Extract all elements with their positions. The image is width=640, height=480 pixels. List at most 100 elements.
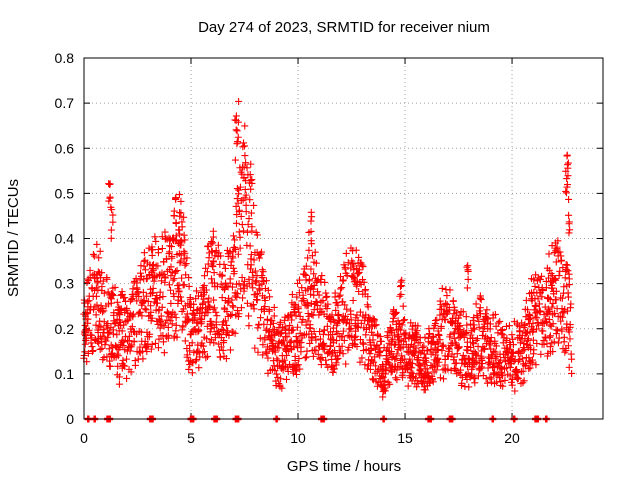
data-point <box>100 354 108 362</box>
data-point <box>316 328 324 336</box>
data-point <box>419 379 427 387</box>
data-point <box>552 258 560 266</box>
data-point <box>208 248 216 256</box>
data-point <box>389 318 397 326</box>
data-point <box>83 309 91 317</box>
data-point <box>253 277 261 285</box>
data-point <box>176 241 184 249</box>
data-point <box>211 304 219 312</box>
data-point <box>259 351 267 359</box>
data-point <box>243 164 251 172</box>
data-point <box>481 345 489 353</box>
data-point <box>148 265 156 273</box>
data-point <box>491 348 499 356</box>
data-point <box>236 183 244 191</box>
data-point <box>352 246 360 254</box>
data-point <box>552 287 560 295</box>
data-point <box>84 349 92 357</box>
data-point <box>255 254 263 262</box>
data-point <box>309 285 317 293</box>
data-point <box>519 367 527 375</box>
data-point <box>229 264 237 272</box>
data-point <box>127 343 135 351</box>
data-point <box>212 321 220 329</box>
data-point <box>290 343 298 351</box>
data-point <box>361 361 369 369</box>
data-point <box>397 363 405 371</box>
data-point <box>477 296 485 304</box>
data-point <box>207 238 215 246</box>
data-point <box>265 327 273 335</box>
data-point <box>222 355 230 363</box>
data-point <box>238 274 246 282</box>
data-point <box>323 292 331 300</box>
data-point <box>106 194 114 202</box>
data-point <box>482 314 490 322</box>
data-point <box>387 325 395 333</box>
data-point <box>93 337 101 345</box>
data-point <box>250 305 258 313</box>
data-point <box>313 302 321 310</box>
data-point <box>184 315 192 323</box>
data-point <box>336 348 344 356</box>
data-point <box>311 248 319 256</box>
data-point <box>565 281 573 289</box>
data-point <box>420 383 428 391</box>
data-point <box>503 334 511 342</box>
data-point <box>435 358 443 366</box>
data-point <box>477 363 485 371</box>
data-point <box>202 286 210 294</box>
data-point <box>565 211 573 219</box>
data-point <box>281 313 289 321</box>
data-point <box>463 284 471 292</box>
data-point <box>106 328 114 336</box>
data-point <box>92 292 100 300</box>
data-point <box>470 375 478 383</box>
data-point <box>104 288 112 296</box>
data-point <box>261 297 269 305</box>
data-point <box>221 264 229 272</box>
data-point <box>388 348 396 356</box>
data-point <box>566 335 574 343</box>
data-point <box>406 355 414 363</box>
data-point <box>307 227 315 235</box>
data-point <box>568 369 576 377</box>
data-point <box>323 305 331 313</box>
data-point <box>363 365 371 373</box>
data-point <box>96 345 104 353</box>
data-point <box>252 290 260 298</box>
data-point <box>239 281 247 289</box>
data-point <box>313 277 321 285</box>
data-point <box>242 159 250 167</box>
data-point <box>278 329 286 337</box>
data-point <box>557 317 565 325</box>
data-point <box>249 284 257 292</box>
data-point <box>93 301 101 309</box>
data-point <box>307 217 315 225</box>
data-point <box>473 351 481 359</box>
data-point <box>545 316 553 324</box>
data-point <box>413 327 421 335</box>
data-point <box>563 151 571 159</box>
data-point <box>511 387 519 395</box>
data-point <box>396 292 404 300</box>
data-point <box>339 327 347 335</box>
data-point <box>205 302 213 310</box>
data-point <box>384 355 392 363</box>
y-tick-label: 0.7 <box>55 95 75 111</box>
data-point <box>388 327 396 335</box>
data-point <box>229 254 237 262</box>
data-point <box>362 331 370 339</box>
data-point <box>364 303 372 311</box>
data-point <box>186 331 194 339</box>
data-point <box>556 248 564 256</box>
data-point <box>192 287 200 295</box>
data-point <box>291 367 299 375</box>
data-point <box>286 311 294 319</box>
data-point <box>347 324 355 332</box>
data-point <box>148 243 156 251</box>
data-point <box>514 374 522 382</box>
data-point <box>176 259 184 267</box>
data-point <box>320 326 328 334</box>
data-point <box>474 313 482 321</box>
